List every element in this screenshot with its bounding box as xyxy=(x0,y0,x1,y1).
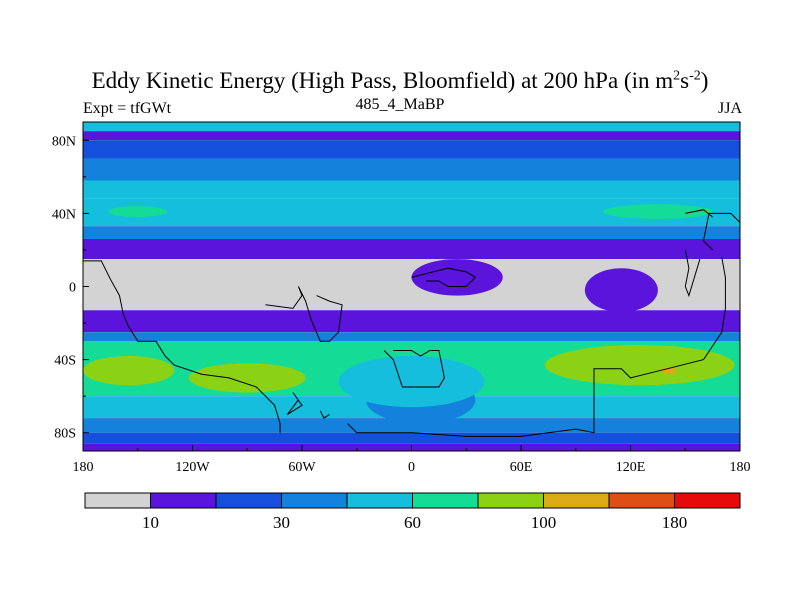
title-sup-1: 2 xyxy=(673,68,681,84)
contour-band-0 xyxy=(83,122,740,132)
coastline-0 xyxy=(83,260,281,433)
contour-blob-1 xyxy=(603,204,713,219)
y-axis: 80N 40N 0 40S 80S xyxy=(52,134,89,442)
colorbar-label-0: 10 xyxy=(142,513,159,532)
y-tick-label-2: 0 xyxy=(69,281,76,296)
contour-blob-2 xyxy=(544,344,735,386)
contour-blob-3 xyxy=(83,355,175,386)
title-sup-2: -2 xyxy=(689,68,701,84)
contour-field xyxy=(83,122,740,451)
contour-band-7 xyxy=(83,238,740,260)
y-tick-label-3: 40S xyxy=(54,354,76,369)
coastline-1 xyxy=(265,286,343,342)
colorbar-swatch-1 xyxy=(150,492,217,509)
colorbar-label-1: 30 xyxy=(273,513,290,532)
colorbar-swatch-7 xyxy=(543,492,610,509)
colorbar-swatch-9 xyxy=(674,492,741,509)
title-main: Eddy Kinetic Energy (High Pass, Bloomfie… xyxy=(91,68,674,93)
x-tick-label-1: 120W xyxy=(175,460,210,475)
colorbar-swatch-8 xyxy=(608,492,675,509)
colorbar-swatch-4 xyxy=(346,492,413,509)
x-tick-label-5: 120E xyxy=(616,460,646,475)
colorbar-swatch-3 xyxy=(281,492,348,509)
y-tick-label-4: 80S xyxy=(54,427,76,442)
subtitle-season: JJA xyxy=(717,100,742,117)
contour-band-9 xyxy=(83,310,740,333)
contour-blob-0 xyxy=(108,206,167,218)
contour-blob-8 xyxy=(411,259,503,296)
colorbar-swatch-0 xyxy=(84,492,151,509)
colorbar-swatch-2 xyxy=(215,492,282,509)
chart-title: Eddy Kinetic Energy (High Pass, Bloomfie… xyxy=(0,68,800,94)
colorbar-label-4: 180 xyxy=(662,513,688,532)
coastline-6 xyxy=(411,267,477,287)
y-tick-label-1: 40N xyxy=(52,207,76,222)
colorbar-swatch-6 xyxy=(477,492,544,509)
contour-band-1 xyxy=(83,131,740,141)
x-tick-label-0: 180 xyxy=(73,460,94,475)
y-tick-label-0: 80N xyxy=(52,134,76,149)
colorbar: 10 30 60 100 180 xyxy=(84,492,741,532)
coastline-7 xyxy=(684,249,701,298)
x-tick-label-3: 0 xyxy=(408,460,415,475)
contour-band-3 xyxy=(83,158,740,181)
x-axis: 180 120W 60W 0 60E 120E 180 xyxy=(73,445,751,475)
colorbar-swatch-5 xyxy=(412,492,479,509)
subtitle-case: 485_4_MaBP xyxy=(355,96,445,113)
colorbar-label-2: 60 xyxy=(404,513,421,532)
title-close: ) xyxy=(700,68,709,93)
coastline-4 xyxy=(347,257,726,437)
contour-band-4 xyxy=(83,180,740,199)
x-tick-label-4: 60E xyxy=(510,460,533,475)
coastline-5 xyxy=(383,350,445,388)
x-tick-label-2: 60W xyxy=(288,460,316,475)
title-s: s xyxy=(680,68,690,93)
coastlines xyxy=(83,209,740,437)
contour-blob-4 xyxy=(188,363,306,393)
contour-band-2 xyxy=(83,140,740,159)
subtitle-experiment: Expt = tfGWt xyxy=(83,100,172,117)
coastline-9 xyxy=(685,209,713,218)
colorbar-label-3: 100 xyxy=(531,513,557,532)
coastline-8 xyxy=(702,212,740,251)
coastline-3 xyxy=(319,410,330,419)
contour-band-6 xyxy=(83,226,740,239)
contour-band-10 xyxy=(83,332,740,342)
contour-band-14 xyxy=(83,432,740,444)
x-tick-label-6: 180 xyxy=(730,460,751,475)
contour-blob-9 xyxy=(584,268,658,313)
coastline-2 xyxy=(287,392,303,415)
contour-blob-7 xyxy=(338,355,485,408)
